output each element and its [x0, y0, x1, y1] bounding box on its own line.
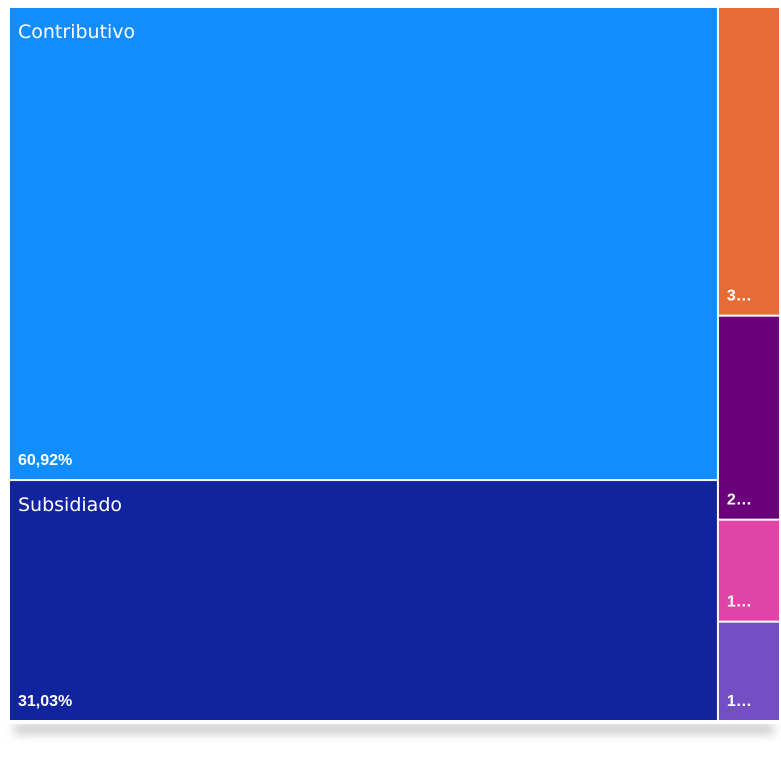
tile	[718, 316, 779, 519]
value-label: 60,92%	[18, 452, 72, 469]
tile	[10, 481, 717, 720]
value-label: 1…	[727, 693, 752, 710]
tile	[10, 8, 717, 480]
tile-label: Contributivo	[18, 21, 135, 43]
tile	[718, 8, 779, 315]
value-label: 31,03%	[18, 693, 72, 710]
value-label: 2…	[727, 492, 752, 509]
tile-label: Subsidiado	[18, 494, 122, 516]
value-label: 3…	[727, 288, 752, 305]
tile	[718, 520, 779, 621]
tile	[718, 622, 779, 720]
shadow	[14, 724, 774, 734]
value-label: 1…	[727, 594, 752, 611]
